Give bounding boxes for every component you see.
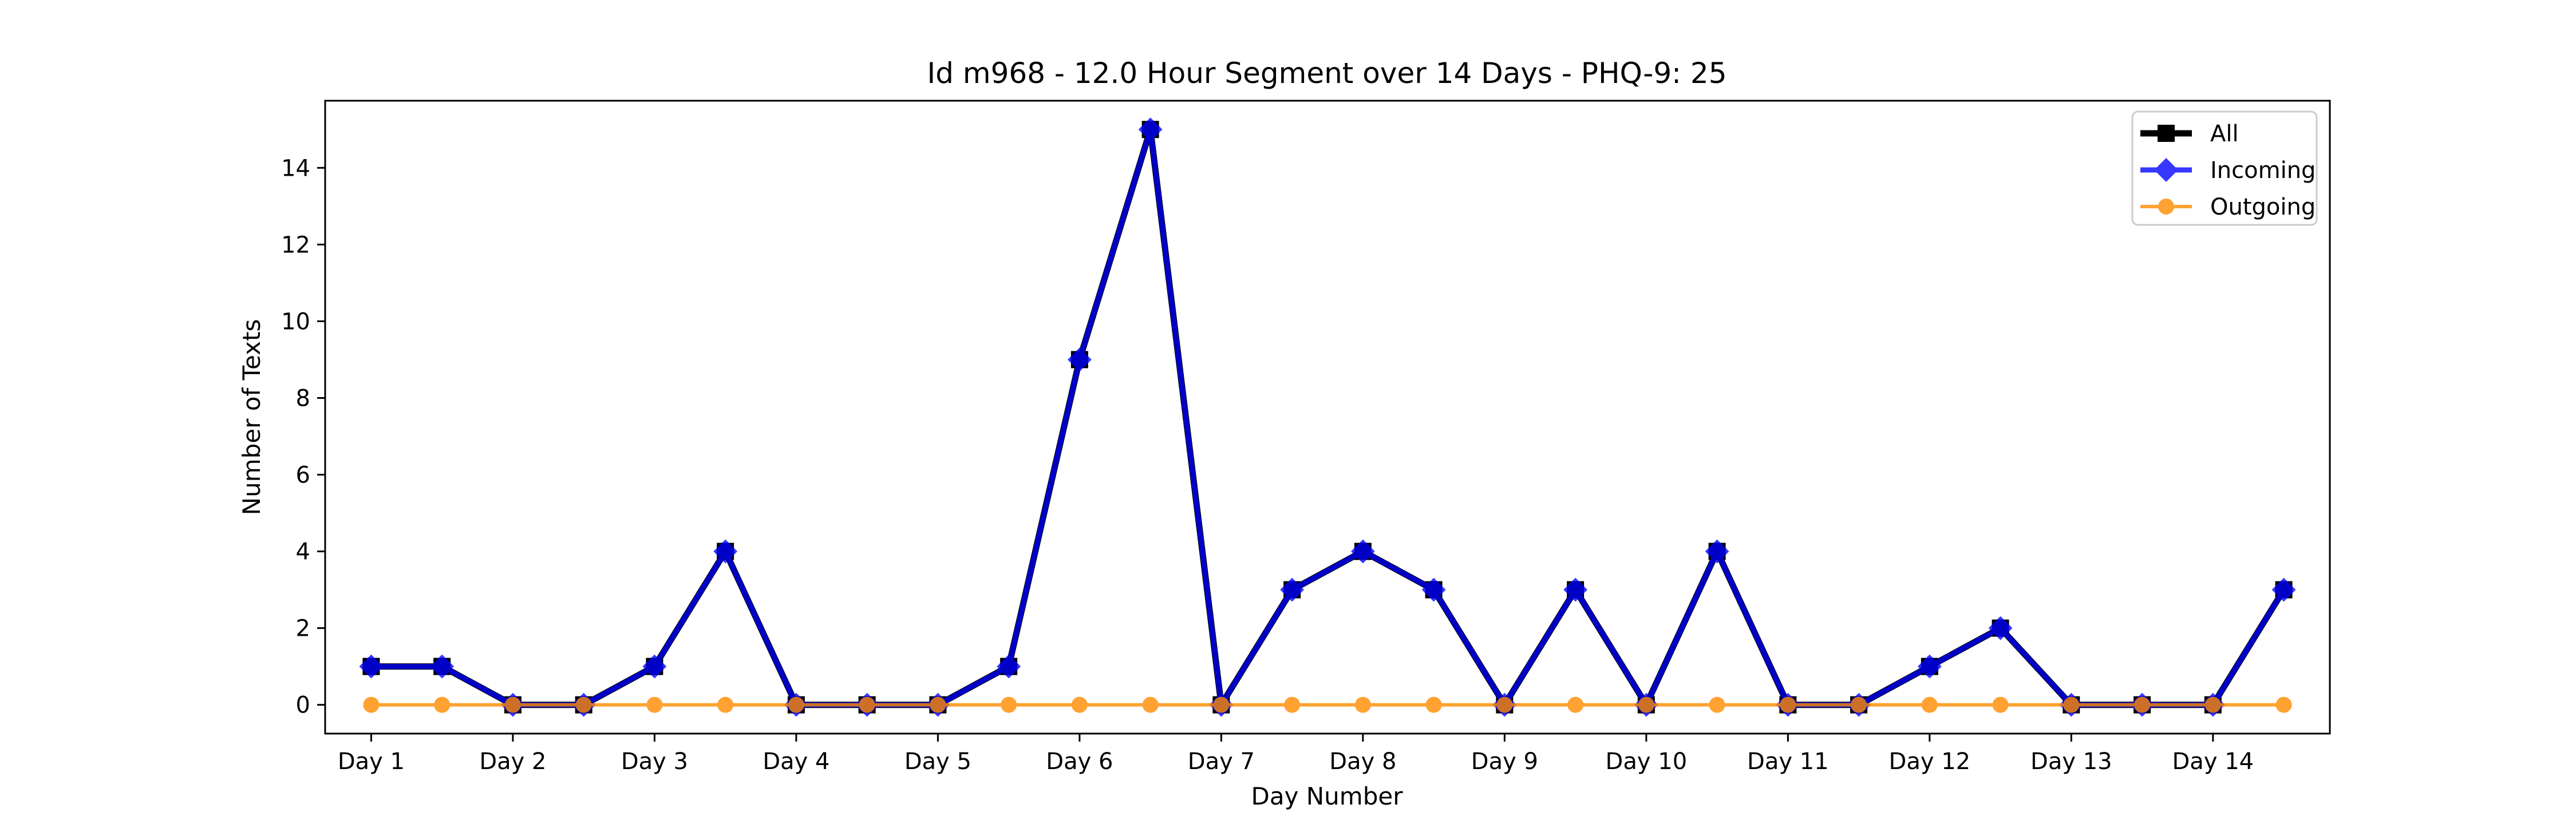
x-tick-label: Day 9 (1471, 748, 1538, 775)
data-point-outgoing (1780, 696, 1796, 713)
data-point-outgoing (1284, 696, 1301, 713)
y-tick-label: 0 (296, 692, 310, 719)
legend-entry-outgoing (2140, 199, 2192, 215)
y-tick-label: 14 (281, 155, 310, 181)
legend-label: All (2210, 121, 2239, 147)
data-point-incoming (1563, 577, 1588, 602)
data-point-outgoing (1921, 696, 1938, 713)
data-point-outgoing (1071, 696, 1088, 713)
data-point-incoming (1138, 117, 1163, 142)
data-point-incoming (1705, 539, 1729, 564)
data-point-outgoing (1851, 696, 1867, 713)
data-point-outgoing (788, 696, 804, 713)
data-point-outgoing (1354, 696, 1371, 713)
data-point-outgoing (504, 696, 521, 713)
legend-box (2131, 110, 2318, 226)
series-outgoing (363, 696, 2292, 713)
data-point-outgoing (1709, 696, 1725, 713)
data-point-outgoing (1496, 696, 1513, 713)
data-point-outgoing (1992, 696, 2009, 713)
legend-label: Outgoing (2210, 194, 2316, 220)
data-point-incoming (1280, 577, 1305, 602)
x-tick-label: Day 10 (1606, 748, 1688, 775)
data-point-outgoing (717, 696, 734, 713)
data-point-incoming (2271, 577, 2296, 602)
data-point-outgoing (575, 696, 592, 713)
x-tick-label: Day 3 (621, 748, 688, 775)
data-point-incoming (1067, 347, 1092, 372)
data-point-outgoing (2063, 696, 2080, 713)
y-axis-label: Number of Texts (238, 319, 266, 516)
x-tick-label: Day 5 (904, 748, 971, 775)
data-point-outgoing (434, 696, 451, 713)
y-tick-label: 2 (296, 616, 310, 642)
legend-label: Incoming (2210, 157, 2316, 184)
data-point-incoming (1421, 577, 1446, 602)
x-axis-label: Day Number (1251, 782, 1403, 810)
data-point-outgoing (363, 696, 380, 713)
x-tick-label: Day 13 (2030, 748, 2112, 775)
series-incoming (359, 117, 2296, 717)
data-point-outgoing (1142, 696, 1159, 713)
y-tick-label: 6 (296, 462, 310, 489)
series-line-all (371, 126, 2287, 708)
x-tick-label: Day 6 (1046, 748, 1113, 775)
data-point-incoming (359, 654, 384, 679)
y-tick-label: 4 (296, 539, 310, 565)
data-point-outgoing (859, 696, 875, 713)
x-tick-label: Day 4 (762, 748, 829, 775)
x-tick-label: Day 1 (338, 748, 405, 775)
data-point-incoming (430, 654, 455, 679)
y-tick-label: 10 (281, 308, 310, 335)
x-tick-label: Day 8 (1329, 748, 1396, 775)
data-point-outgoing (2275, 696, 2292, 713)
series-line-incoming (371, 126, 2286, 708)
data-point-incoming (642, 654, 667, 679)
plot-area-frame (324, 100, 2331, 735)
legend-swatch-marker (2158, 125, 2175, 142)
legend-swatch-marker (2154, 158, 2178, 182)
data-point-outgoing (1567, 696, 1584, 713)
data-point-incoming (1350, 539, 1375, 564)
y-tick-label: 8 (296, 385, 310, 411)
legend-entry-incoming (2140, 158, 2192, 182)
y-tick-label: 12 (281, 232, 310, 258)
data-point-outgoing (1213, 696, 1230, 713)
data-point-outgoing (2204, 696, 2221, 713)
legend: All Incoming Outgoing (2131, 110, 2318, 226)
data-point-outgoing (1425, 696, 1442, 713)
data-point-incoming (997, 654, 1021, 679)
data-point-outgoing (930, 696, 946, 713)
x-tick-label: Day 7 (1188, 748, 1255, 775)
data-point-outgoing (1638, 696, 1654, 713)
x-tick-label: Day 11 (1747, 748, 1829, 775)
x-tick-label: Day 14 (2172, 748, 2254, 775)
data-point-outgoing (2134, 696, 2151, 713)
x-tick-label: Day 12 (1889, 748, 1971, 775)
x-tick-label: Day 2 (479, 748, 546, 775)
data-point-outgoing (1001, 696, 1017, 713)
data-point-incoming (713, 539, 738, 564)
data-point-incoming (1917, 654, 1942, 679)
chart-title: Id m968 - 12.0 Hour Segment over 14 Days… (927, 57, 1726, 90)
legend-entry-all (2140, 125, 2192, 142)
data-point-incoming (1988, 616, 2013, 640)
data-point-outgoing (646, 696, 663, 713)
legend-swatch-marker (2158, 199, 2174, 215)
